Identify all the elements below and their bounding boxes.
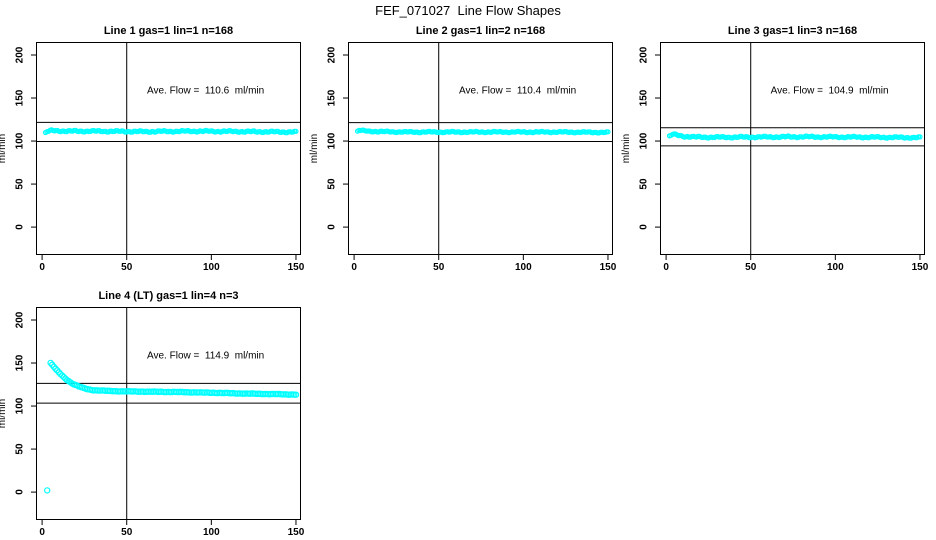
y-tick-label: 150: [14, 89, 26, 107]
x-tick-label: 150: [287, 262, 305, 273]
y-tick-label: 0: [638, 224, 650, 230]
panel-title: Line 4 (LT) gas=1 lin=4 n=3: [98, 290, 239, 302]
y-tick-label: 100: [638, 132, 650, 150]
y-tick-label: 150: [326, 89, 338, 107]
average-flow-annotation: Ave. Flow = 114.9 ml/min: [147, 350, 265, 362]
panel-title: Line 1 gas=1 lin=1 n=168: [103, 25, 234, 37]
y-tick-label: 200: [14, 311, 26, 329]
figure-title: FEF_071027 Line Flow Shapes: [375, 3, 561, 18]
average-flow-annotation: Ave. Flow = 110.6 ml/min: [147, 85, 265, 97]
panel-line-3: Line 3 gas=1 lin=3 n=168 ml/min Ave. Flo…: [622, 25, 929, 273]
panel-title: Line 3 gas=1 lin=3 n=168: [727, 25, 858, 37]
y-tick-label: 150: [638, 89, 650, 107]
y-tick-label: 0: [14, 224, 26, 230]
x-tick-label: 50: [745, 262, 757, 273]
y-axis-label: ml/min: [0, 398, 9, 429]
y-tick-label: 200: [326, 46, 338, 64]
y-axis-label: ml/min: [309, 133, 321, 164]
y-tick-label: 50: [326, 178, 338, 190]
x-tick-label: 0: [351, 262, 357, 273]
x-tick-label: 0: [663, 262, 669, 273]
x-tick-label: 50: [121, 527, 133, 538]
panel-line-1: Line 1 gas=1 lin=1 n=168 ml/min Ave. Flo…: [0, 25, 304, 273]
y-tick-label: 50: [14, 443, 26, 455]
panel-line-4: Line 4 (LT) gas=1 lin=4 n=3 ml/min Ave. …: [0, 290, 304, 538]
x-tick-label: 50: [433, 262, 445, 273]
x-tick-label: 150: [599, 262, 617, 273]
y-tick-label: 50: [14, 178, 26, 190]
y-tick-label: 100: [14, 132, 26, 150]
x-tick-label: 100: [514, 262, 532, 273]
x-tick-label: 100: [202, 262, 220, 273]
plot-canvas: [31, 307, 301, 525]
panel-line-2: Line 2 gas=1 lin=2 n=168 ml/min Ave. Flo…: [310, 25, 617, 273]
plot-canvas: [31, 42, 301, 260]
x-tick-label: 100: [826, 262, 844, 273]
y-tick-label: 0: [14, 489, 26, 495]
average-flow-annotation: Ave. Flow = 104.9 ml/min: [770, 85, 889, 97]
y-tick-label: 200: [14, 46, 26, 64]
y-axis-label: ml/min: [621, 133, 633, 164]
x-tick-label: 100: [202, 527, 220, 538]
average-flow-annotation: Ave. Flow = 110.4 ml/min: [459, 85, 577, 97]
x-tick-label: 0: [39, 262, 45, 273]
plot-canvas: [343, 42, 613, 260]
y-tick-label: 200: [638, 46, 650, 64]
y-tick-label: 50: [638, 178, 650, 190]
y-axis-label: ml/min: [0, 133, 9, 164]
plot-canvas: [655, 42, 925, 260]
y-tick-label: 0: [326, 224, 338, 230]
panel-title: Line 2 gas=1 lin=2 n=168: [415, 25, 546, 37]
x-tick-label: 50: [121, 262, 133, 273]
y-tick-label: 150: [14, 354, 26, 372]
x-tick-label: 150: [287, 527, 305, 538]
x-tick-label: 150: [911, 262, 929, 273]
x-tick-label: 0: [39, 527, 45, 538]
y-tick-label: 100: [326, 132, 338, 150]
y-tick-label: 100: [14, 397, 26, 415]
